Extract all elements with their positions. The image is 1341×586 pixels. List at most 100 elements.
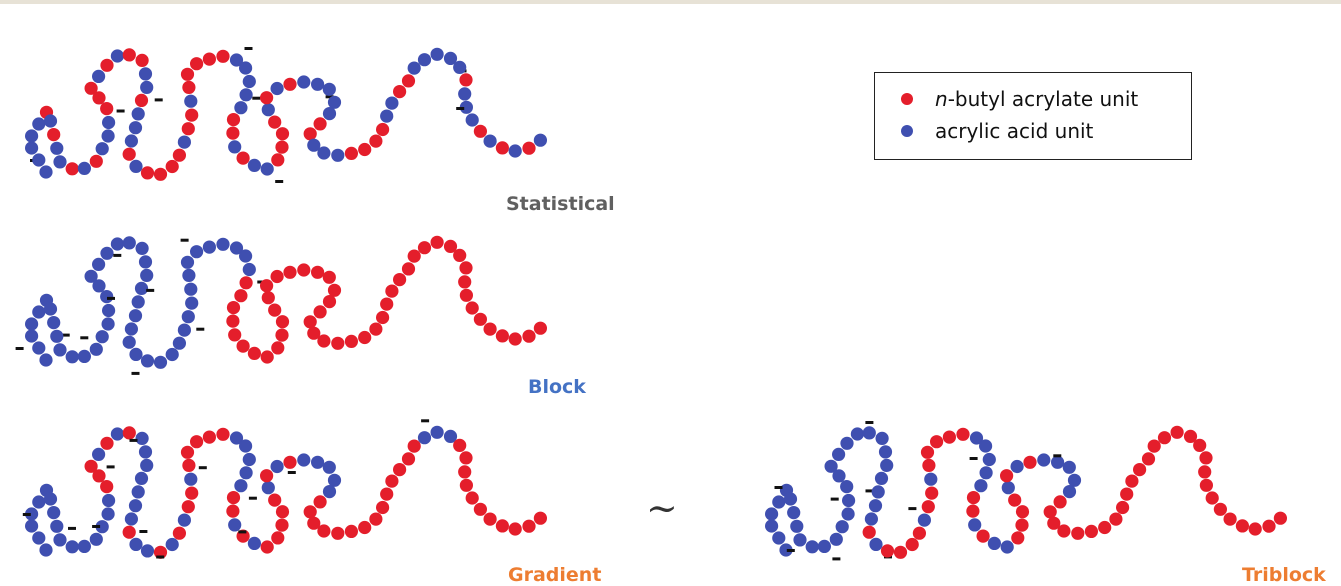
acid-unit [260, 162, 274, 176]
acid-unit [783, 492, 798, 506]
acid-unit [979, 439, 993, 453]
acid-unit [917, 513, 932, 527]
acrylate-unit [275, 127, 290, 141]
acid-unit [261, 481, 275, 495]
acrylate-unit [407, 249, 421, 263]
acrylate-unit [1109, 512, 1123, 526]
acid-unit [987, 536, 1002, 551]
acid-unit [779, 543, 793, 557]
acid-unit [331, 148, 345, 162]
negative-charge-mark [139, 530, 148, 533]
acrylate-unit [473, 502, 487, 516]
negative-charge-mark [92, 525, 101, 528]
acrylate-unit [1183, 429, 1198, 443]
acid-unit [297, 75, 311, 89]
acrylate-unit [322, 270, 336, 284]
acrylate-unit [1198, 465, 1212, 479]
acrylate-unit [181, 500, 195, 514]
acid-unit [772, 531, 786, 545]
acid-unit [138, 255, 153, 269]
acid-unit [153, 355, 168, 369]
acid-unit [53, 533, 67, 547]
acrylate-unit [47, 128, 61, 142]
acid-unit [140, 268, 154, 282]
acrylate-unit [1043, 505, 1057, 519]
acid-unit [430, 47, 444, 61]
acid-unit [89, 342, 103, 356]
acid-unit [533, 133, 548, 147]
acid-unit [864, 512, 879, 526]
negative-charge-mark [146, 288, 155, 292]
negative-charge-mark [287, 471, 296, 474]
acrylate-unit [307, 326, 321, 340]
acrylate-unit [89, 154, 103, 168]
acrylate-unit [226, 126, 240, 140]
acid-unit [25, 329, 39, 343]
acid-unit [65, 540, 79, 554]
acid-unit [417, 431, 432, 445]
acrylate-unit [1084, 524, 1098, 539]
negative-charge-mark [113, 253, 122, 257]
acid-unit [229, 431, 244, 445]
acid-unit [50, 519, 64, 533]
acrylate-unit [275, 328, 289, 342]
acrylate-unit [966, 504, 980, 518]
negative-charge-mark [61, 333, 70, 337]
acrylate-unit [393, 85, 407, 99]
acrylate-unit [522, 329, 536, 343]
acid-unit [1000, 540, 1014, 554]
acid-unit [311, 455, 325, 469]
acid-unit [124, 322, 138, 336]
acrylate-unit [261, 291, 275, 305]
acid-unit [842, 493, 856, 508]
acid-unit [385, 96, 399, 110]
acid-unit [459, 100, 473, 114]
legend-acrylate-label: -butyl acrylate unit [947, 87, 1139, 111]
acrylate-unit [226, 491, 241, 505]
legend-box: n-butyl acrylate unit acrylic acid unit [874, 72, 1192, 160]
acrylate-unit [453, 438, 467, 452]
acid-unit [407, 61, 421, 75]
acid-unit [840, 436, 854, 450]
negative-charge-mark [1053, 454, 1062, 458]
acrylate-unit [344, 524, 358, 539]
acid-unit [874, 471, 889, 485]
acid-unit [140, 80, 154, 94]
acrylate-unit [327, 283, 342, 297]
acid-unit [862, 426, 876, 440]
acrylate-unit [303, 505, 317, 519]
legend-acid-label: acrylic acid unit [935, 119, 1094, 143]
acid-unit [228, 140, 242, 154]
negative-charge-mark [830, 497, 839, 501]
legend-item-acrylate: n-butyl acrylate unit [901, 85, 1138, 113]
acid-unit [102, 115, 116, 130]
acrylate-unit [473, 312, 487, 326]
acrylate-unit [495, 141, 509, 155]
negative-charge-mark [106, 465, 115, 469]
acid-unit [229, 53, 244, 67]
acid-unit [89, 532, 103, 546]
acid-unit [32, 117, 46, 131]
acid-unit [832, 469, 846, 483]
acrylate-unit [122, 147, 136, 161]
acid-unit [270, 81, 284, 96]
acid-unit [242, 262, 256, 277]
negative-charge-mark [244, 47, 253, 50]
triblock-chain [765, 421, 1287, 561]
acrylate-unit [311, 265, 325, 279]
acid-unit [184, 472, 198, 486]
acid-unit [122, 236, 136, 250]
acrylate-unit [283, 77, 297, 91]
acid-unit [131, 485, 145, 499]
acrylate-unit [453, 248, 467, 262]
acid-unit [322, 485, 337, 499]
acrylate-unit [100, 436, 114, 450]
acid-unit [453, 60, 467, 74]
acid-unit [95, 330, 109, 344]
negative-charge-mark [832, 557, 841, 561]
acrylate-unit [322, 295, 337, 309]
acid-unit [25, 317, 39, 331]
acrylate-unit [307, 516, 321, 530]
acid-unit [1001, 481, 1015, 495]
